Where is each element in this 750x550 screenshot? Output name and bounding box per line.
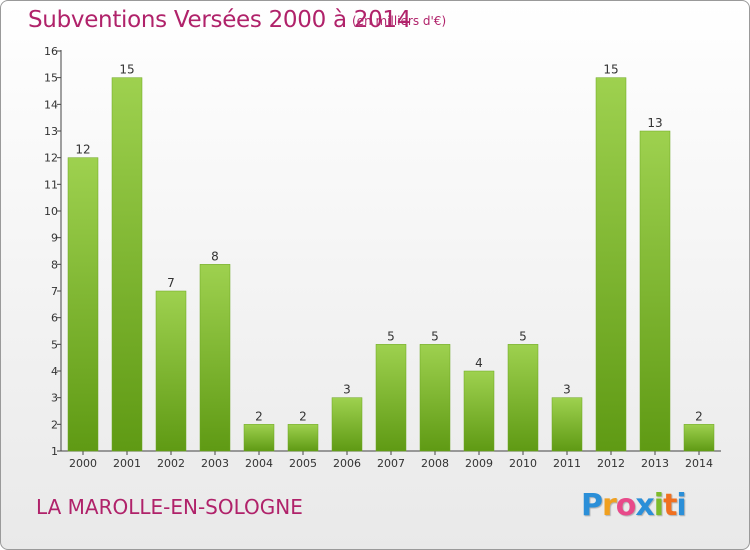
logo-letter: P: [581, 488, 603, 523]
y-tick-label: 16: [44, 45, 58, 58]
value-label-2011: 3: [563, 383, 571, 397]
value-label-2003: 8: [211, 249, 219, 263]
proxiti-logo: Proxiti: [581, 488, 687, 523]
bar-2011: [551, 397, 583, 452]
value-label-2000: 12: [75, 143, 90, 157]
y-tick-label: 2: [51, 418, 58, 431]
x-tick-label: 2008: [421, 457, 449, 470]
x-tick-label: 2012: [597, 457, 625, 470]
value-label-2014: 2: [695, 409, 703, 423]
x-tick-label: 2006: [333, 457, 361, 470]
x-tick-label: 2009: [465, 457, 493, 470]
x-tick-label: 2013: [641, 457, 669, 470]
logo-letter: r: [602, 488, 617, 523]
y-tick-label: 8: [51, 258, 58, 271]
value-label-2012: 15: [603, 63, 618, 77]
y-tick-label: 5: [51, 338, 58, 351]
logo-letter: i: [653, 488, 664, 523]
logo-letter: x: [635, 488, 654, 523]
x-tick-label: 2011: [553, 457, 581, 470]
chart-title: Subventions Versées 2000 à 2014: [28, 7, 412, 33]
x-tick-label: 2003: [201, 457, 229, 470]
x-tick-label: 2001: [113, 457, 141, 470]
bar-2002: [155, 290, 187, 452]
value-label-2006: 3: [343, 383, 351, 397]
logo-letter: o: [615, 488, 637, 523]
y-tick-label: 14: [44, 98, 58, 111]
x-tick-label: 2004: [245, 457, 273, 470]
y-tick-label: 4: [51, 365, 58, 378]
bar-2004: [243, 424, 275, 452]
x-tick-label: 2002: [157, 457, 185, 470]
x-tick-label: 2005: [289, 457, 317, 470]
bar-2001: [111, 77, 143, 452]
y-tick-label: 1: [51, 445, 58, 458]
value-label-2005: 2: [299, 409, 307, 423]
y-tick-label: 6: [51, 312, 58, 325]
bar-2010: [507, 344, 539, 452]
bar-2008: [419, 344, 451, 452]
logo-letter: t: [663, 488, 677, 523]
x-tick-label: 2010: [509, 457, 537, 470]
logo-letter: i: [676, 488, 686, 523]
y-tick-label: 15: [44, 72, 58, 85]
x-tick-label: 2000: [69, 457, 97, 470]
bar-2005: [287, 424, 319, 452]
y-tick-label: 9: [51, 232, 58, 245]
x-tick-label: 2014: [685, 457, 713, 470]
value-label-2002: 7: [167, 276, 175, 290]
commune-name: LA MAROLLE-EN-SOLOGNE: [36, 495, 303, 519]
bar-2006: [331, 397, 363, 452]
chart-subtitle: (en milliers d'€): [352, 14, 447, 28]
value-label-2007: 5: [387, 329, 395, 343]
bar-2014: [683, 424, 715, 452]
y-tick-label: 7: [51, 285, 58, 298]
value-label-2010: 5: [519, 329, 527, 343]
value-label-2001: 15: [119, 63, 134, 77]
bar-2007: [375, 344, 407, 452]
bar-2000: [67, 157, 99, 452]
x-tick-label: 2007: [377, 457, 405, 470]
bar-2012: [595, 77, 627, 452]
y-tick-label: 11: [44, 178, 58, 191]
bar-2009: [463, 370, 495, 452]
bar-2003: [199, 264, 231, 452]
y-tick-label: 10: [44, 205, 58, 218]
y-tick-label: 12: [44, 152, 58, 165]
value-label-2013: 13: [647, 116, 662, 130]
bar-2013: [639, 130, 671, 452]
y-tick-label: 13: [44, 125, 58, 138]
value-label-2004: 2: [255, 409, 263, 423]
value-label-2009: 4: [475, 356, 483, 370]
bars: 12 15 7 8 2 2 3 5 5 4 5 3 15 13 2: [67, 63, 715, 452]
y-tick-label: 3: [51, 392, 58, 405]
value-label-2008: 5: [431, 329, 439, 343]
